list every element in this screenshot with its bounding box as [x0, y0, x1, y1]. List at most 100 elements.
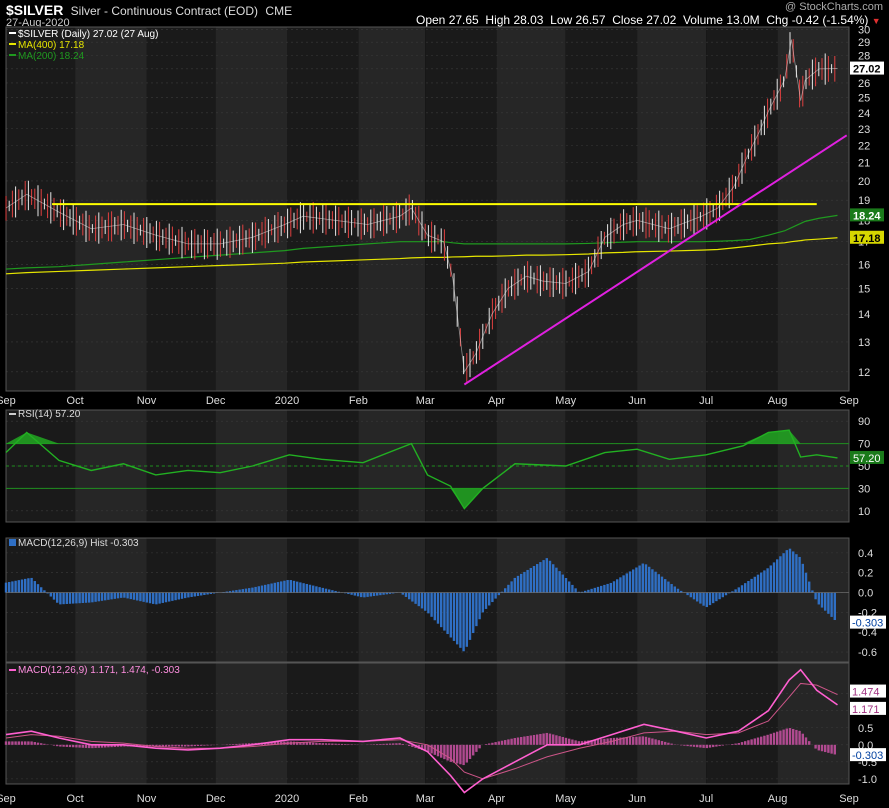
month-band	[706, 663, 778, 784]
macd-diff-bar	[94, 744, 97, 748]
macd-diff-bar	[33, 742, 36, 745]
macd-diff-bar	[686, 744, 689, 747]
macd-diff-bar	[475, 744, 478, 752]
macd-diff-bar	[648, 737, 651, 745]
macd-hist-bar	[382, 592, 385, 595]
macd-diff-bar	[680, 744, 683, 746]
macd-diff-bar	[536, 734, 539, 745]
macd-diff-bar	[248, 743, 251, 745]
macd-diff-bar	[817, 744, 820, 751]
macd-diff-bar	[830, 744, 833, 754]
macd-diff-bar	[372, 744, 376, 745]
macd-diff-bar	[113, 744, 116, 747]
macd-diff-bar	[17, 741, 20, 745]
macd-hist-bar	[436, 592, 440, 624]
y-tick-label: 16	[858, 259, 870, 271]
macd-hist-bar	[747, 581, 750, 593]
macd-hist-bar	[529, 567, 532, 593]
macd-hist-bar	[145, 592, 148, 603]
macd-hist-bar	[267, 584, 270, 593]
legend-entry: MACD(12,26,9) 1.171, 1.474, -0.303	[18, 665, 180, 676]
macd-hist-bar	[376, 592, 379, 596]
x-tick-label: Aug	[768, 395, 788, 407]
month-band	[637, 663, 707, 784]
volume-label: Volume	[682, 13, 723, 27]
macd-diff-bar	[120, 744, 123, 747]
macd-hist-bar	[193, 592, 196, 597]
macd-hist-bar	[244, 588, 248, 593]
macd-diff-bar	[593, 739, 596, 745]
macd-hist-bar	[712, 592, 715, 604]
macd-diff-bar	[696, 744, 699, 748]
macd-hist-bar	[638, 565, 641, 593]
macd-diff-bar	[20, 741, 24, 745]
macd-diff-bar	[491, 742, 494, 745]
macd-hist-bar	[628, 571, 632, 593]
y-tick-label: 23	[858, 124, 870, 136]
month-band	[358, 538, 426, 662]
macd-diff-bar	[747, 740, 750, 745]
macd-hist-bar	[593, 587, 596, 593]
macd-diff-bar	[308, 742, 312, 745]
macd-hist-bar	[155, 592, 158, 605]
macd-hist-bar	[318, 587, 321, 593]
macd-diff-bar	[65, 744, 68, 747]
legend-entry: RSI(14) 57.20	[18, 409, 81, 420]
macd-hist-bar	[62, 592, 65, 605]
macd-hist-bar	[49, 592, 52, 597]
macd-hist-bar	[260, 585, 264, 593]
macd-hist-bar	[187, 592, 190, 598]
macd-hist-bar	[174, 592, 177, 601]
macd-diff-bar	[766, 734, 769, 745]
macd-diff-bar	[43, 743, 46, 745]
macd-diff-bar	[27, 741, 30, 745]
macd-diff-bar	[683, 744, 686, 746]
macd-diff-bar	[427, 744, 430, 753]
macd-hist-bar	[184, 592, 187, 599]
macd-hist-bar	[190, 592, 193, 597]
macd-diff-bar	[660, 741, 664, 745]
macd-diff-bar	[315, 742, 318, 745]
macd-diff-bar	[24, 741, 27, 745]
macd-diff-bar	[516, 737, 520, 745]
macd-hist-bar	[731, 591, 734, 593]
open-value: 27.65	[448, 13, 479, 27]
macd-hist-bar	[587, 589, 590, 593]
macd-hist-bar	[600, 585, 603, 593]
macd-diff-bar	[40, 743, 43, 745]
macd-hist-bar	[625, 573, 628, 593]
macd-hist-bar	[462, 592, 465, 652]
macd-hist-bar	[206, 592, 209, 595]
macd-diff-bar	[827, 744, 830, 753]
macd-hist-bar	[660, 576, 664, 593]
macd-hist-bar	[20, 579, 24, 593]
macd-diff-bar	[401, 744, 404, 745]
macd-diff-bar	[801, 733, 804, 745]
macd-hist-bar	[430, 592, 433, 617]
macd-hist-bar	[670, 584, 673, 593]
macd-hist-bar	[609, 582, 612, 593]
macd-hist-bar	[692, 592, 696, 600]
month-band	[358, 663, 426, 784]
macd-hist-bar	[27, 578, 30, 593]
macd-diff-bar	[718, 744, 721, 747]
macd-diff-bar	[72, 744, 75, 748]
macd-diff-bar	[68, 744, 72, 748]
macd-diff-bar	[299, 741, 302, 745]
macd-hist-bar	[504, 588, 507, 593]
macd-hist-bar	[632, 569, 635, 593]
macd-hist-bar	[264, 584, 267, 593]
macd-diff-bar	[177, 744, 180, 747]
macd-diff-bar	[174, 744, 177, 747]
macd-hist-bar	[651, 569, 654, 593]
x-tick-label: Dec	[206, 395, 226, 407]
macd-diff-bar	[488, 743, 491, 745]
macd-diff-bar	[296, 741, 299, 745]
legend-entry: $SILVER (Daily) 27.02 (27 Aug)	[18, 29, 158, 40]
macd-hist-bar	[657, 574, 660, 593]
macd-hist-bar	[699, 592, 702, 604]
low-label: Low	[550, 13, 573, 27]
y-tick-label: 25	[858, 93, 870, 105]
macd-diff-bar	[241, 743, 244, 745]
